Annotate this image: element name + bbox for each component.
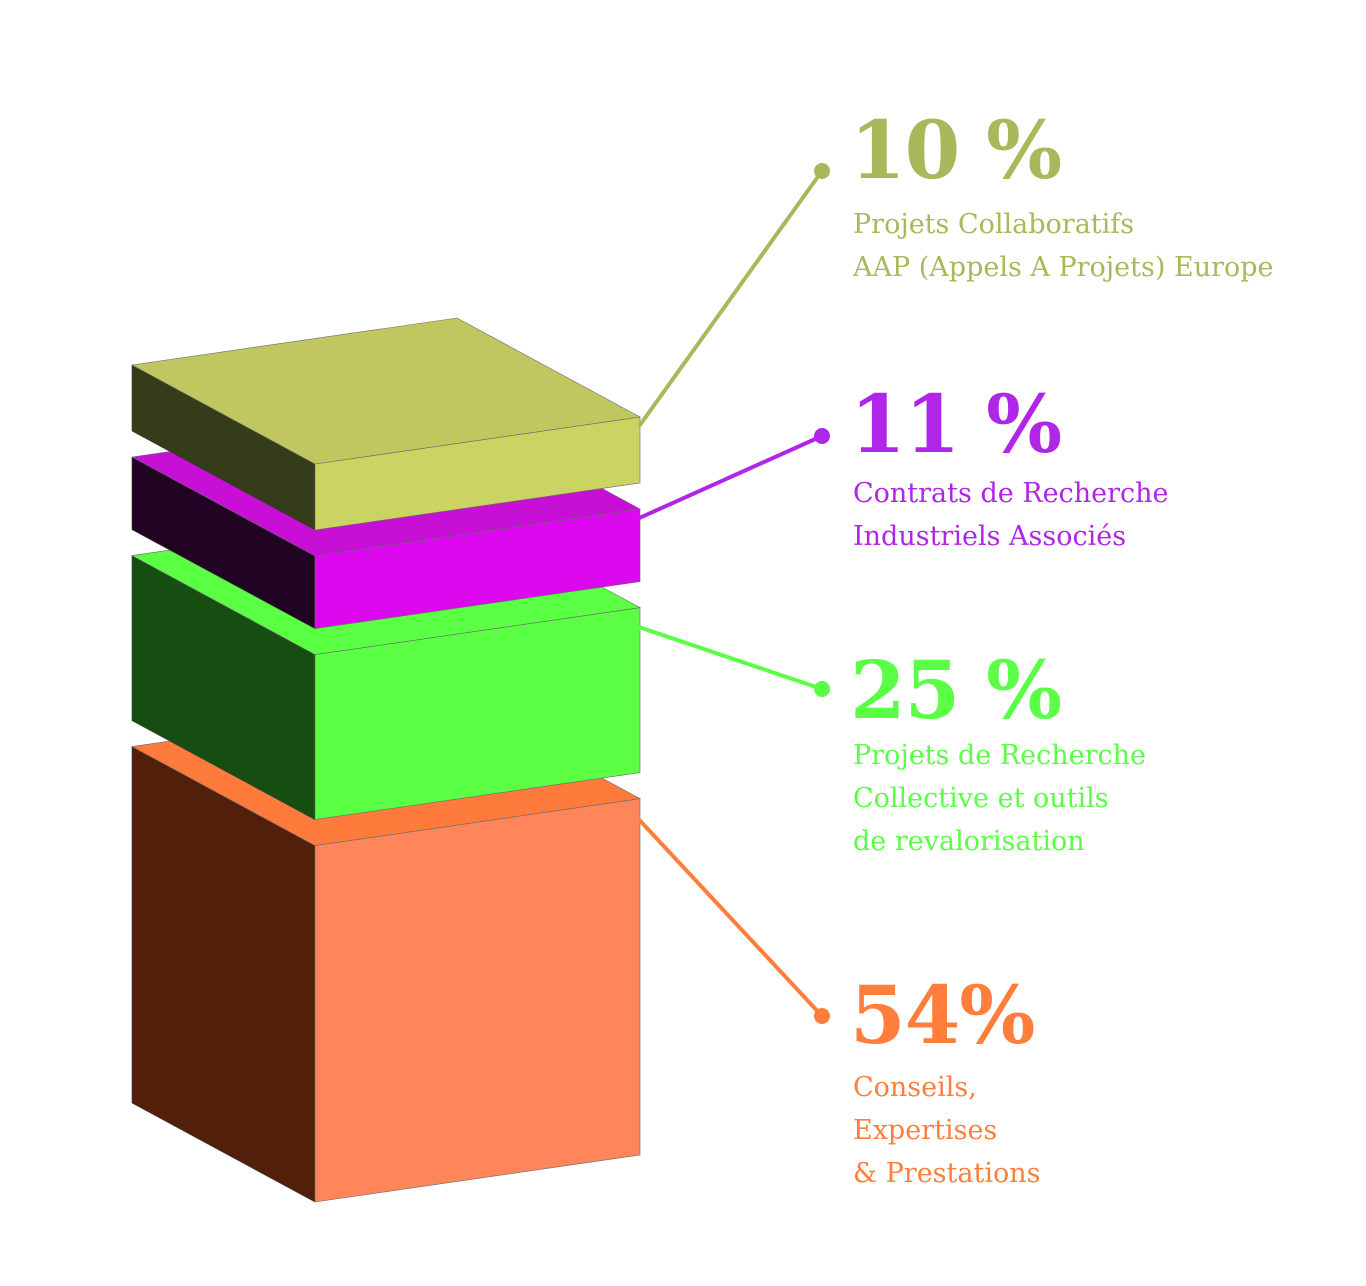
label-value-conseils: 54% [850,968,1035,1062]
desc-line: Conseils, [853,1072,977,1103]
label-desc-recherche: Projets de Recherche Collective et outil… [853,734,1146,863]
block-europe [131,317,641,531]
leader-line-industriels [638,434,824,520]
leader-dot-industriels [814,428,830,444]
desc-line: AAP (Appels A Projets) Europe [853,252,1274,283]
leader-line-recherche [638,625,824,691]
label-value-industriels: 11 % [850,377,1062,471]
desc-line: de revalorisation [853,826,1085,857]
label-desc-conseils: Conseils, Expertises & Prestations [853,1066,1040,1195]
label-value-europe: 10 % [850,103,1062,197]
block-front-conseils [314,798,641,1203]
desc-line: Projets Collaboratifs [853,209,1135,240]
desc-line: Collective et outils [853,783,1109,814]
leader-dot-recherche [814,681,830,697]
desc-line: Expertises [853,1115,998,1146]
label-value-recherche: 25 % [850,643,1062,737]
leader-dot-conseils [814,1008,830,1024]
label-desc-industriels: Contrats de Recherche Industriels Associ… [853,472,1168,558]
block-top-europe [131,317,641,465]
desc-line: Projets de Recherche [853,740,1147,771]
desc-line: Contrats de Recherche [853,478,1169,509]
label-desc-europe: Projets Collaboratifs AAP (Appels A Proj… [853,203,1274,289]
leader-line-conseils [638,818,824,1018]
leader-dot-europe [814,163,830,179]
desc-line: & Prestations [853,1158,1041,1189]
desc-line: Industriels Associés [853,521,1127,552]
leader-line-europe [638,169,824,427]
